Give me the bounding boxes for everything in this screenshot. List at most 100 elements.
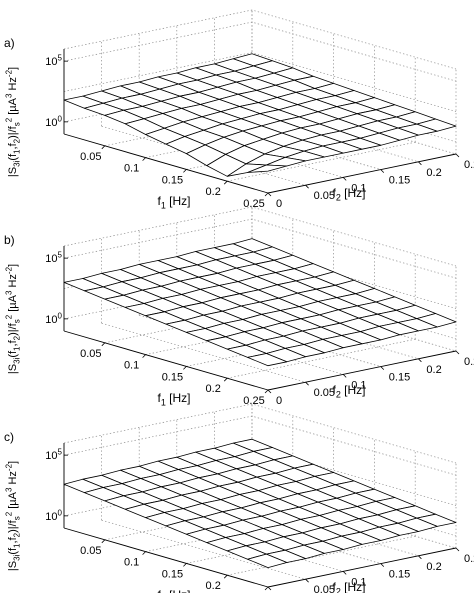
floor-grid-line xyxy=(214,102,419,163)
y-tick-label: 0 xyxy=(276,395,282,407)
y-tick-mark xyxy=(380,563,385,567)
y-tick-mark xyxy=(305,381,309,386)
y-tick-mark xyxy=(342,374,347,378)
y-tick-label: 0.25 xyxy=(464,159,474,171)
x-tick-mark xyxy=(142,157,146,161)
x-tick-label: 0.05 xyxy=(80,151,101,163)
panel-label: b) xyxy=(4,233,15,247)
x-tick-label: 0.1 xyxy=(124,557,139,569)
x-tick-mark xyxy=(223,180,228,185)
floor-grid-line xyxy=(101,322,306,383)
x-axis-label: f1​ [Hz] xyxy=(157,588,190,593)
surface-mesh-cell xyxy=(247,164,288,173)
floor-grid-line xyxy=(101,519,306,580)
y-tick-mark xyxy=(455,153,460,158)
y-axis-label: f2​ [Hz] xyxy=(332,383,365,400)
floor-grid-line xyxy=(139,315,344,375)
z-tick-label: 100​ xyxy=(45,311,62,325)
y-tick-label: 0.15 xyxy=(389,175,410,187)
floor-grid-line xyxy=(251,94,457,155)
x-tick-mark xyxy=(223,574,228,579)
top-edge xyxy=(63,206,457,267)
y-axis-line xyxy=(267,350,457,391)
floor-grid-line xyxy=(251,488,457,549)
surface-mesh-cell xyxy=(247,353,288,367)
x-tick-label: 0.25 xyxy=(243,198,264,210)
y-tick-label: 0.05 xyxy=(314,387,335,399)
floor-grid-line xyxy=(139,512,344,572)
x-axis-label: f1​ [Hz] xyxy=(157,391,190,408)
z-tick-label: 100​ xyxy=(45,508,62,522)
x-tick-mark xyxy=(264,586,269,591)
x-tick-mark xyxy=(101,342,106,347)
y-tick-mark xyxy=(380,169,385,173)
x-tick-label: 0.15 xyxy=(162,371,183,383)
y-tick-mark xyxy=(267,389,272,394)
y-axis-label: f2​ [Hz] xyxy=(332,186,365,203)
y-tick-label: 0.2 xyxy=(426,167,441,179)
y-tick-label: 0 xyxy=(276,198,282,210)
x-tick-mark xyxy=(101,145,106,150)
x-tick-mark xyxy=(264,389,269,394)
x-axis-line xyxy=(63,133,269,194)
x-tick-label: 0.2 xyxy=(206,383,221,395)
y-tick-label: 0.1 xyxy=(351,182,366,194)
floor-grid-line xyxy=(176,307,381,367)
y-tick-mark xyxy=(455,350,460,355)
panel-label: a) xyxy=(4,36,15,50)
y-tick-label: 0.2 xyxy=(426,364,441,376)
y-tick-mark xyxy=(418,358,422,363)
y-tick-label: 0.1 xyxy=(351,379,366,391)
x-tick-label: 0.2 xyxy=(206,580,221,592)
x-tick-label: 0.05 xyxy=(80,545,101,557)
floor-grid-line xyxy=(214,496,419,557)
z-tick-label: 105​ xyxy=(45,448,62,462)
z-tick-label: 100​ xyxy=(45,114,62,128)
floor-grid-line xyxy=(214,299,419,360)
floor-grid-line xyxy=(251,291,457,352)
y-tick-label: 0.05 xyxy=(314,190,335,202)
x-tick-mark xyxy=(183,366,187,370)
y-tick-mark xyxy=(418,555,422,560)
y-tick-mark xyxy=(305,184,309,189)
y-tick-label: 0.2 xyxy=(426,561,441,573)
x-tick-label: 0.05 xyxy=(80,348,101,360)
x-tick-mark xyxy=(142,354,146,358)
y-tick-label: 0.25 xyxy=(464,553,474,565)
y-axis-line xyxy=(267,153,457,194)
x-tick-label: 0.1 xyxy=(124,360,139,372)
floor-grid-line xyxy=(101,125,306,186)
z-axis-label: |S3i​(f1​,f2​)|/fs​2​ [µA3​ Hz-2​] xyxy=(5,67,22,177)
x-tick-label: 0.25 xyxy=(243,395,264,407)
surface-mesh-cell xyxy=(247,553,288,568)
y-tick-label: 0.15 xyxy=(389,372,410,384)
y-tick-mark xyxy=(380,366,385,370)
z-axis-label: |S3i​(f1​,f2​)|/fs​2​ [µA3​ Hz-2​] xyxy=(5,264,22,374)
panel-label: c) xyxy=(4,430,14,444)
y-tick-mark xyxy=(342,177,347,181)
y-tick-label: 0.1 xyxy=(351,576,366,588)
x-tick-label: 0.15 xyxy=(162,174,183,186)
y-tick-label: 0.15 xyxy=(389,569,410,581)
y-tick-mark xyxy=(455,547,460,552)
y-tick-mark xyxy=(305,578,309,583)
y-tick-label: 0.25 xyxy=(464,356,474,368)
z-axis-label: |S3i​(f1​,f2​)|/fs​2​ [µA3​ Hz-2​] xyxy=(5,461,22,571)
y-axis-line xyxy=(267,547,457,588)
x-tick-mark xyxy=(223,377,228,382)
x-tick-label: 0.1 xyxy=(124,163,139,175)
x-tick-label: 0.15 xyxy=(162,568,183,580)
y-tick-mark xyxy=(342,571,347,575)
y-tick-mark xyxy=(267,586,272,591)
y-tick-mark xyxy=(418,161,422,166)
x-tick-mark xyxy=(183,169,187,173)
y-tick-mark xyxy=(267,192,272,197)
x-tick-mark xyxy=(142,551,146,555)
wall-grid-line xyxy=(63,52,457,112)
top-edge xyxy=(63,403,457,464)
x-axis-line xyxy=(63,330,269,391)
z-tick-label: 105​ xyxy=(45,251,62,265)
y-tick-label: 0.05 xyxy=(314,584,335,593)
x-axis-label: f1​ [Hz] xyxy=(157,194,190,211)
